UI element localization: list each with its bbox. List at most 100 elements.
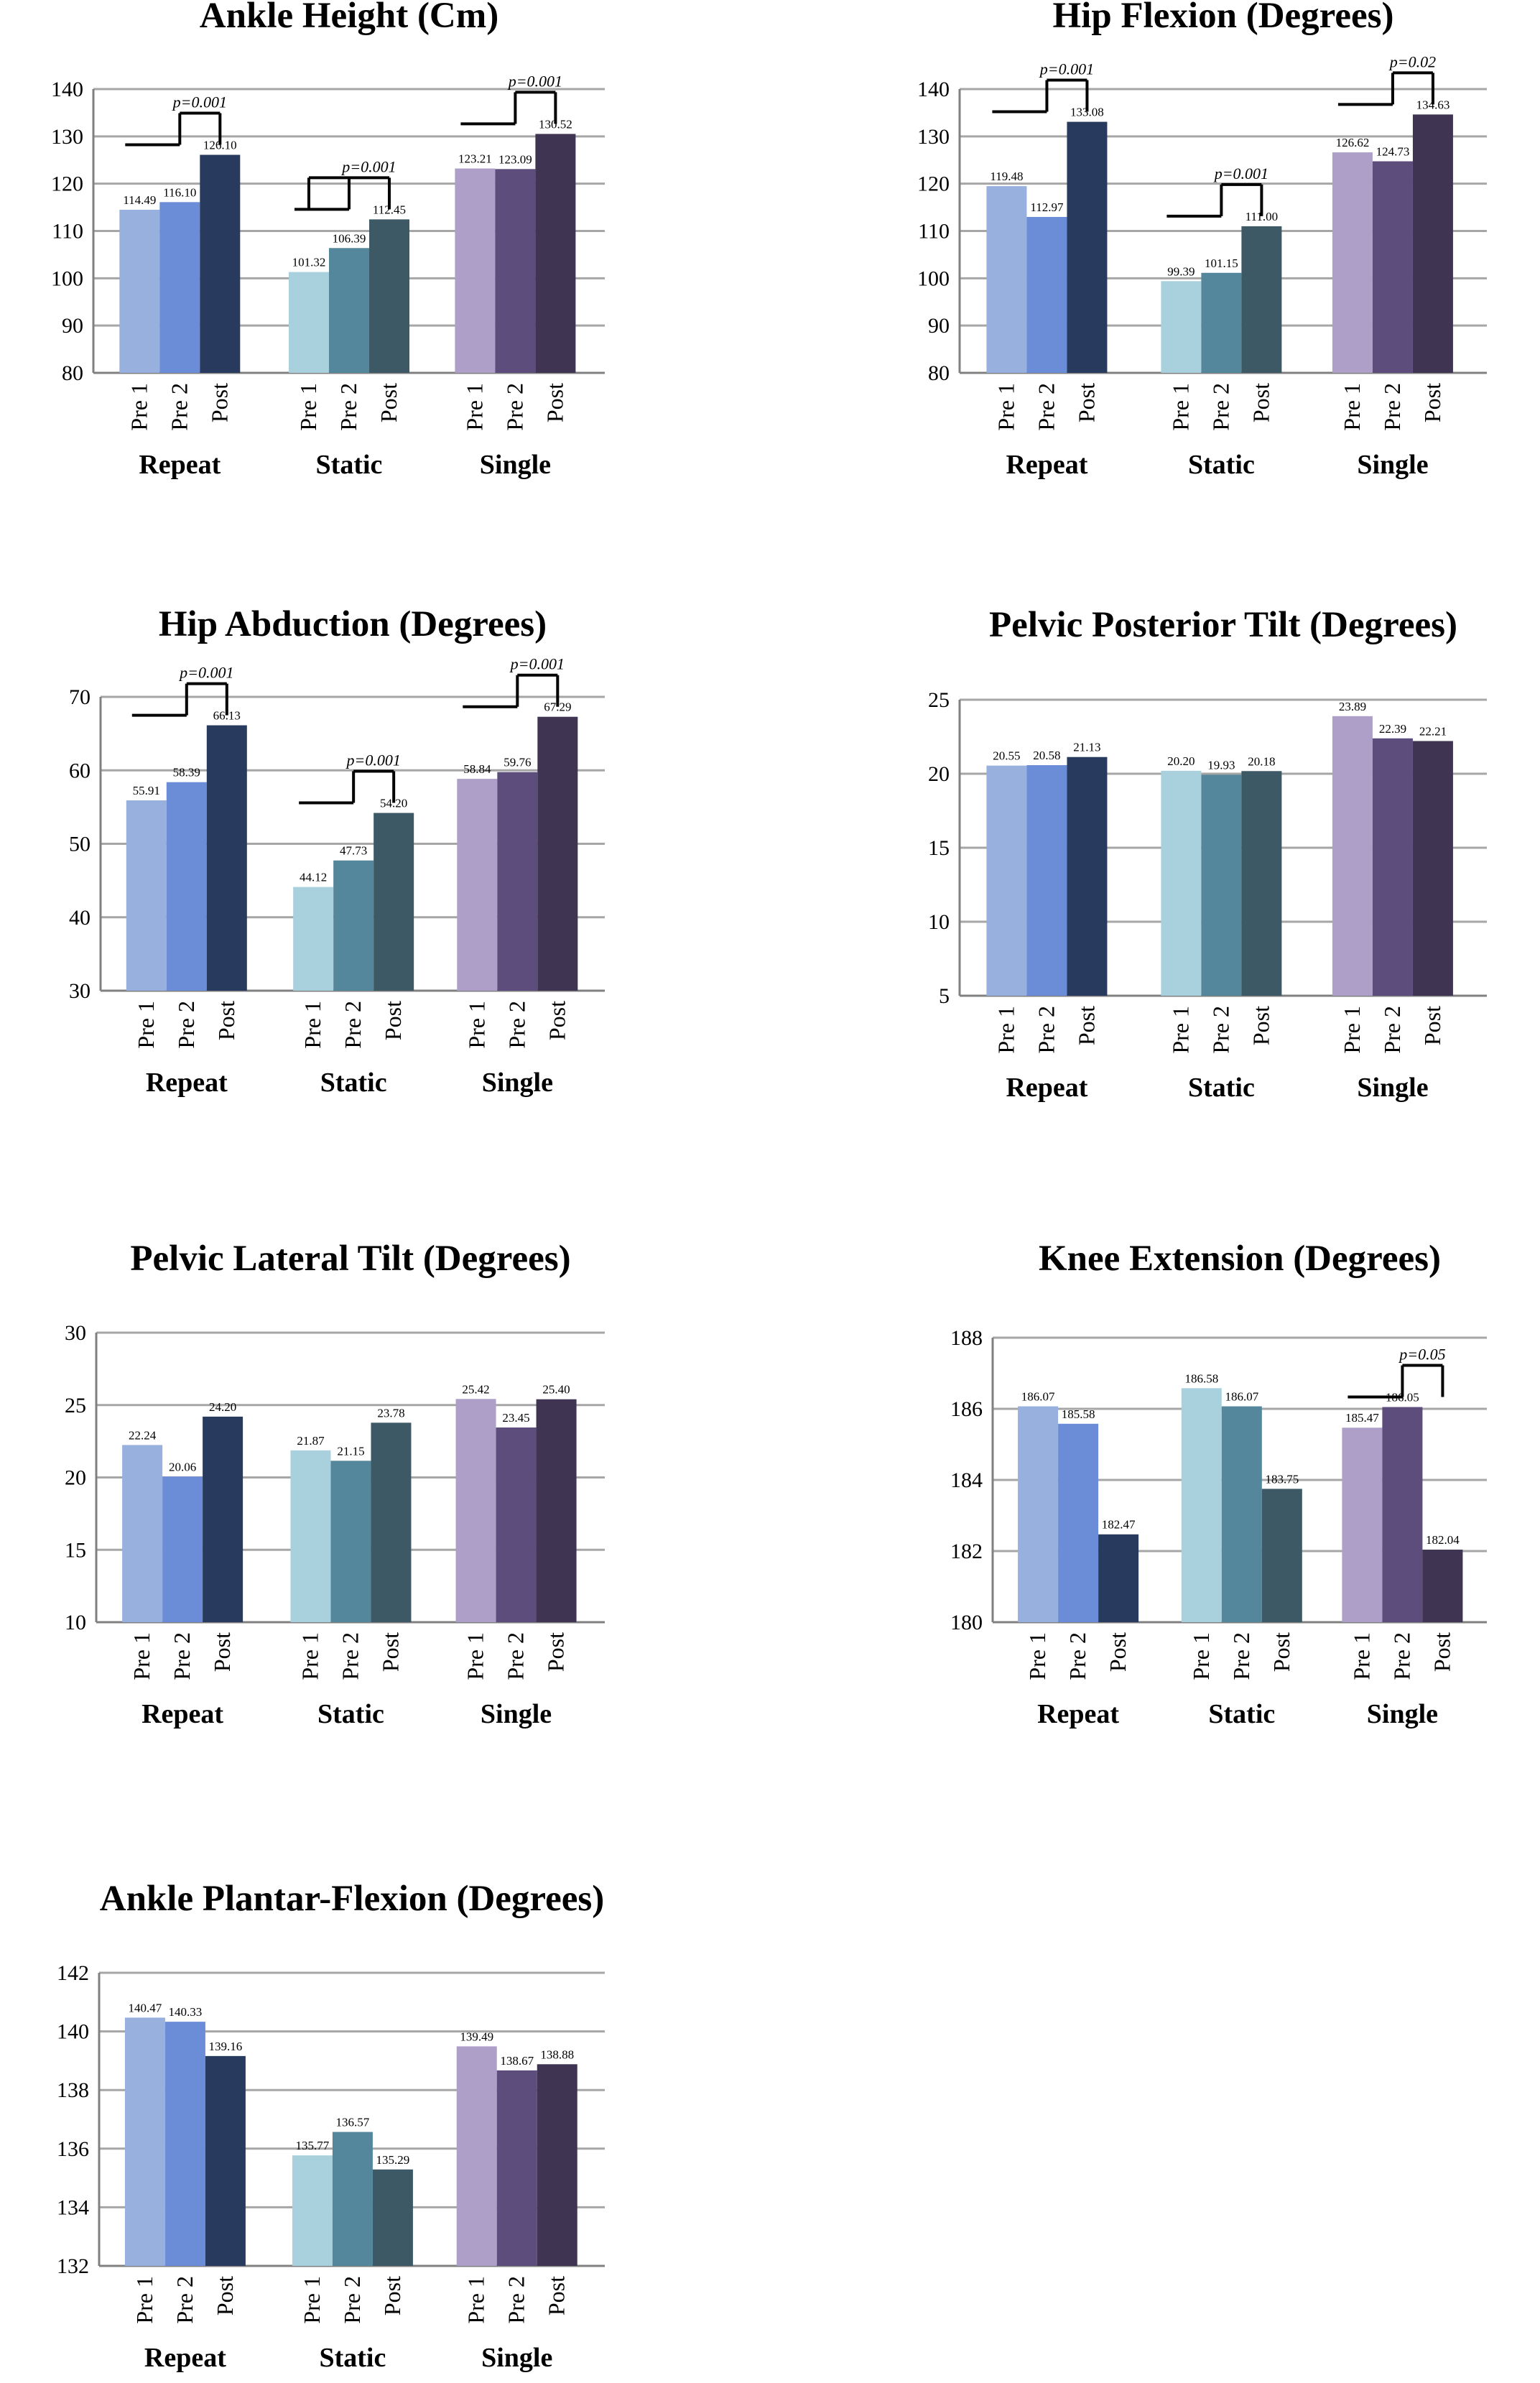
data-label: 21.87 bbox=[297, 1434, 325, 1448]
data-label: 135.29 bbox=[376, 2153, 410, 2167]
bar-single-pre2 bbox=[1372, 738, 1413, 996]
bar-single-pre2 bbox=[1372, 161, 1413, 373]
data-label: 135.77 bbox=[296, 2139, 330, 2152]
y-tick-label: 20 bbox=[928, 762, 950, 786]
bar-static-post bbox=[374, 813, 414, 991]
y-tick-label: 138 bbox=[57, 2078, 89, 2102]
bar-repeat-pre1 bbox=[122, 1445, 163, 1622]
bar-static-post bbox=[1241, 226, 1282, 373]
category-label: Post bbox=[1073, 383, 1099, 422]
bar-repeat-pre1 bbox=[124, 2017, 165, 2266]
bar-single-post bbox=[1412, 114, 1453, 374]
group-label: Repeat bbox=[139, 450, 221, 480]
category-label: Pre 1 bbox=[299, 2276, 325, 2324]
data-label: 134.63 bbox=[1416, 98, 1450, 111]
category-label: Pre 2 bbox=[1033, 383, 1059, 431]
bar-single-pre1 bbox=[1332, 152, 1373, 373]
data-label: 20.20 bbox=[1167, 754, 1195, 768]
category-label: Pre 1 bbox=[126, 383, 152, 431]
category-label: Post bbox=[1105, 1632, 1131, 1672]
y-tick-label: 100 bbox=[917, 267, 950, 290]
data-label: 22.39 bbox=[1379, 722, 1406, 736]
data-label: 123.21 bbox=[458, 152, 492, 166]
bar-single-pre1 bbox=[455, 1399, 496, 1622]
data-label: 21.13 bbox=[1073, 741, 1100, 754]
category-label: Pre 2 bbox=[1379, 383, 1405, 431]
y-tick-label: 90 bbox=[62, 314, 83, 338]
group-label: Static bbox=[1188, 1073, 1255, 1103]
y-tick-label: 140 bbox=[917, 78, 950, 101]
category-label: Post bbox=[1429, 1632, 1455, 1672]
data-label: 23.78 bbox=[377, 1406, 404, 1420]
y-tick-label: 5 bbox=[939, 984, 950, 1008]
y-tick-label: 90 bbox=[928, 314, 950, 338]
y-tick-label: 120 bbox=[51, 172, 83, 196]
bar-static-pre2 bbox=[333, 860, 374, 991]
group-label: Static bbox=[317, 1699, 384, 1729]
bar-static-post bbox=[371, 1422, 412, 1622]
data-label: 139.49 bbox=[460, 2030, 493, 2043]
category-label: Post bbox=[1419, 1006, 1445, 1045]
group-label: Single bbox=[1357, 450, 1428, 480]
bar-single-pre1 bbox=[1332, 716, 1373, 996]
chart-title: Knee Extension (Degrees) bbox=[1039, 1239, 1441, 1279]
data-label: 126.10 bbox=[203, 139, 237, 152]
group-label: Single bbox=[1357, 1073, 1428, 1103]
bar-repeat-pre1 bbox=[119, 209, 160, 373]
group-label: Static bbox=[1188, 450, 1255, 480]
category-label: Post bbox=[209, 1632, 235, 1672]
bar-repeat-pre2 bbox=[162, 1476, 203, 1622]
category-label: Post bbox=[379, 2276, 405, 2315]
group-label: Static bbox=[1208, 1699, 1275, 1729]
data-label: 119.48 bbox=[990, 170, 1023, 183]
data-label: 116.10 bbox=[163, 185, 196, 199]
data-label: 58.39 bbox=[173, 766, 200, 779]
y-tick-label: 20 bbox=[65, 1466, 86, 1490]
y-tick-label: 110 bbox=[52, 220, 83, 244]
data-label: 20.58 bbox=[1033, 749, 1060, 762]
data-label: 112.97 bbox=[1030, 200, 1064, 214]
data-label: 182.04 bbox=[1426, 1533, 1460, 1547]
data-label: 138.67 bbox=[500, 2054, 534, 2068]
group-label: Static bbox=[320, 1068, 387, 1098]
category-label: Post bbox=[1248, 383, 1274, 422]
bar-single-post bbox=[537, 2064, 578, 2266]
y-tick-label: 30 bbox=[69, 979, 91, 1003]
y-tick-label: 10 bbox=[928, 910, 950, 934]
category-label: Post bbox=[212, 2276, 238, 2315]
category-label: Pre 1 bbox=[463, 1632, 488, 1680]
y-tick-label: 10 bbox=[65, 1611, 86, 1634]
y-tick-label: 130 bbox=[51, 125, 83, 149]
bar-single-pre2 bbox=[496, 1427, 537, 1622]
category-label: Pre 2 bbox=[504, 1001, 529, 1049]
data-label: 66.13 bbox=[213, 709, 241, 723]
bar-static-post bbox=[372, 2169, 413, 2266]
data-label: 25.42 bbox=[462, 1382, 489, 1396]
bar-repeat-pre2 bbox=[159, 202, 200, 373]
bar-single-pre1 bbox=[456, 2046, 497, 2266]
significance-bracket bbox=[294, 176, 391, 211]
category-label: Pre 2 bbox=[340, 1001, 366, 1049]
data-label: 21.15 bbox=[337, 1444, 364, 1458]
chart-panel-6: Knee Extension (Degrees) 180 182 184 186 188 1… bbox=[950, 1239, 1487, 1729]
chart-panel-7: Ankle Plantar-Flexion (Degrees) 132 134 136… bbox=[57, 1879, 605, 2373]
data-label: 101.15 bbox=[1205, 256, 1238, 270]
group-label: Repeat bbox=[1006, 1073, 1087, 1103]
group-label: Single bbox=[482, 1068, 553, 1098]
group-label: Repeat bbox=[144, 2343, 226, 2373]
chart-panel-3: Hip Abduction (Degrees) 30 40 50 60 70 55.91 Pr… bbox=[69, 604, 605, 1098]
bar-single-post bbox=[536, 1399, 577, 1622]
data-label: 139.16 bbox=[209, 2040, 243, 2053]
data-label: 111.00 bbox=[1246, 210, 1279, 223]
category-label: Pre 2 bbox=[337, 1632, 363, 1680]
group-label: Single bbox=[1367, 1699, 1438, 1729]
data-label: 112.45 bbox=[373, 203, 406, 216]
bar-repeat-pre2 bbox=[1026, 216, 1067, 373]
chart-title: Pelvic Posterior Tilt (Degrees) bbox=[989, 605, 1457, 645]
bar-repeat-pre1 bbox=[1018, 1406, 1059, 1622]
chart-panel-2: Hip Flexion (Degrees) 80 90 100 110 120 130 140… bbox=[917, 0, 1487, 480]
y-tick-label: 30 bbox=[65, 1321, 86, 1345]
y-tick-label: 188 bbox=[950, 1326, 983, 1350]
